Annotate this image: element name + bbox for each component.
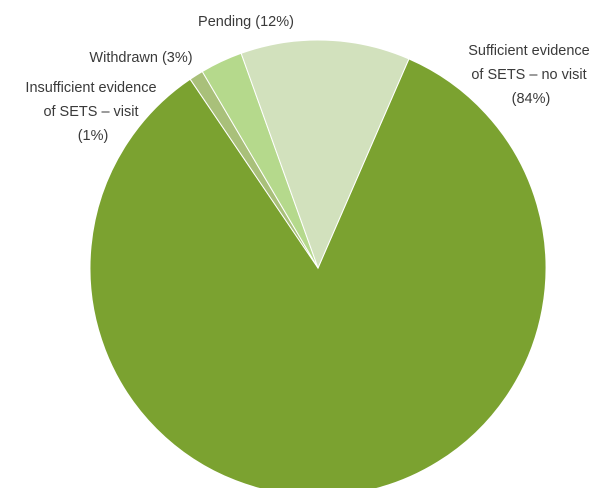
pie-slice-sufficient-evidence-of-sets-no-visit <box>89 58 547 488</box>
slice-label-insufficient: Insufficient evidence of SETS – visit (1… <box>25 80 160 144</box>
slice-labels: Sufficient evidence of SETS – no visit (… <box>25 14 593 144</box>
slice-label-sufficient: Sufficient evidence of SETS – no visit (… <box>468 43 593 107</box>
slice-label-pending: Pending (12%) <box>198 14 294 30</box>
pie-slice-pending <box>240 39 410 270</box>
pie-slices <box>89 39 547 488</box>
slice-label-withdrawn: Withdrawn (3%) <box>89 50 192 66</box>
